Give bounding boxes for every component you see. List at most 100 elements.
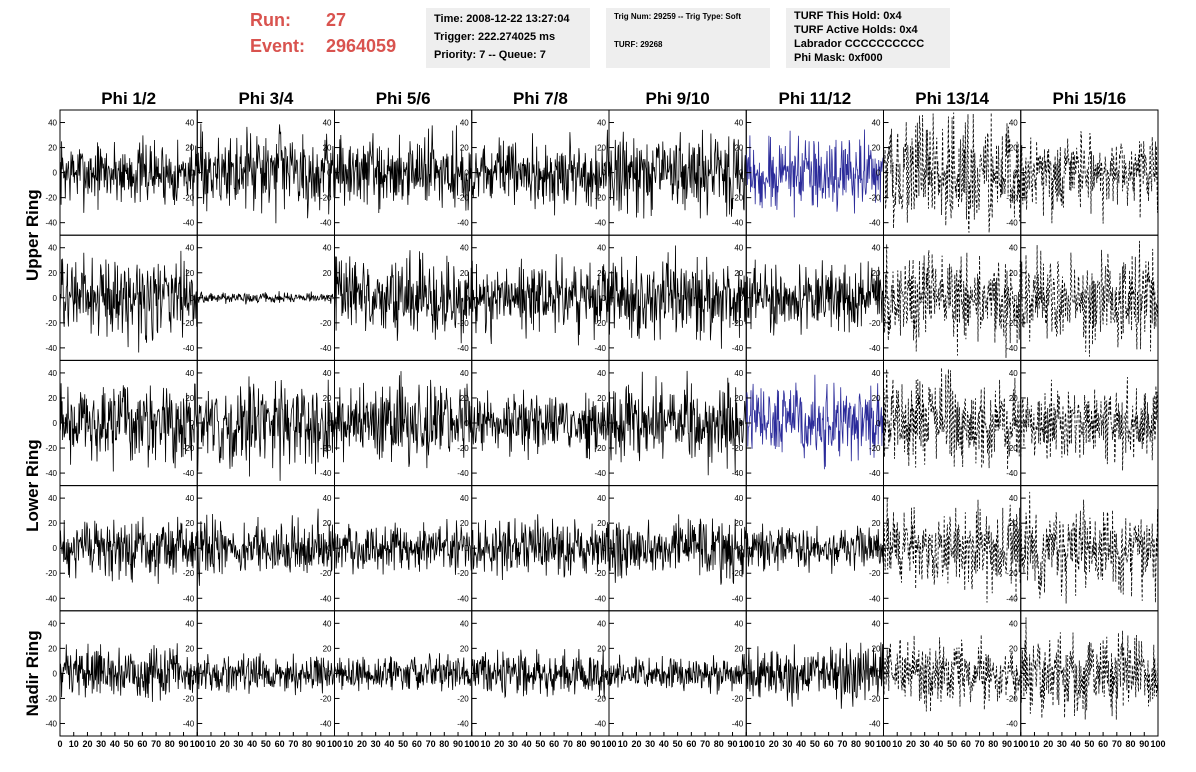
y-tick-label: 0: [190, 544, 195, 553]
x-tick-label: 10: [69, 739, 79, 749]
event-value: 2964059: [326, 36, 397, 56]
y-tick-label: -20: [1006, 319, 1018, 328]
x-tick-label: 60: [1098, 739, 1108, 749]
y-tick-label: 0: [464, 544, 469, 553]
x-tick-label: 0: [881, 739, 886, 749]
y-tick-label: -40: [869, 344, 881, 353]
x-tick-label: 50: [1084, 739, 1094, 749]
waveform-line: [608, 514, 747, 585]
x-tick-label: 50: [124, 739, 134, 749]
y-tick-label: 20: [597, 644, 606, 653]
y-tick-label: 0: [53, 294, 58, 303]
column-title: Phi 15/16: [1053, 89, 1127, 108]
event-label: Event:: [250, 36, 306, 56]
x-tick-label: 20: [220, 739, 230, 749]
trig-num-text: Trig Num: 29259 -- Trig Type: Soft: [614, 12, 741, 21]
y-tick-label: 20: [460, 144, 469, 153]
y-tick-label: 20: [460, 394, 469, 403]
y-tick-label: 20: [734, 394, 743, 403]
y-tick-label: 20: [734, 519, 743, 528]
y-tick-label: -40: [594, 594, 606, 603]
x-tick-label: 100: [876, 739, 891, 749]
y-tick-label: -40: [183, 719, 195, 728]
x-tick-label: 20: [82, 739, 92, 749]
trigger-text: Trigger: 222.274025 ms: [434, 31, 556, 43]
waveform-line: [196, 508, 335, 586]
y-tick-label: 20: [323, 519, 332, 528]
y-tick-label: -20: [457, 444, 469, 453]
waveform-line: [59, 516, 198, 584]
y-tick-label: 0: [602, 169, 607, 178]
x-tick-label: 90: [1002, 739, 1012, 749]
x-tick-label: 30: [371, 739, 381, 749]
y-tick-label: -20: [732, 569, 744, 578]
x-tick-label: 30: [233, 739, 243, 749]
x-tick-label: 40: [1071, 739, 1081, 749]
y-tick-label: 0: [327, 419, 332, 428]
y-tick-label: 40: [460, 119, 469, 128]
y-tick-label: 40: [323, 244, 332, 253]
y-tick-label: 0: [739, 544, 744, 553]
x-tick-label: 100: [601, 739, 616, 749]
y-tick-label: -40: [45, 469, 57, 478]
waveform-line: [196, 123, 335, 224]
y-tick-label: 0: [53, 544, 58, 553]
x-tick-label: 80: [1126, 739, 1136, 749]
x-tick-label: 70: [837, 739, 847, 749]
column-title: Phi 3/4: [238, 89, 293, 108]
y-tick-label: 40: [460, 244, 469, 253]
column-title: Phi 7/8: [513, 89, 568, 108]
x-tick-label: 40: [384, 739, 394, 749]
x-tick-label: 0: [332, 739, 337, 749]
run-value: 27: [326, 10, 347, 30]
y-tick-label: -40: [732, 594, 744, 603]
x-tick-label: 0: [469, 739, 474, 749]
y-tick-label: 40: [597, 619, 606, 628]
y-tick-label: -40: [457, 469, 469, 478]
y-tick-label: -40: [45, 594, 57, 603]
waveform-line: [745, 523, 884, 574]
y-tick-label: 40: [872, 619, 881, 628]
y-tick-label: 40: [185, 494, 194, 503]
y-tick-label: -20: [45, 319, 57, 328]
y-tick-label: -20: [594, 569, 606, 578]
y-tick-label: -20: [732, 194, 744, 203]
y-tick-label: 20: [1009, 269, 1018, 278]
column-title: Phi 5/6: [376, 89, 431, 108]
y-tick-label: 0: [739, 669, 744, 678]
x-tick-label: 70: [563, 739, 573, 749]
y-tick-label: 40: [48, 494, 57, 503]
x-tick-label: 40: [247, 739, 257, 749]
waveform-line: [608, 129, 747, 219]
waveform-line: [471, 129, 610, 216]
x-tick-label: 30: [920, 739, 930, 749]
y-tick-label: -40: [869, 469, 881, 478]
x-tick-label: 90: [453, 739, 463, 749]
y-tick-label: -40: [594, 219, 606, 228]
x-tick-label: 0: [195, 739, 200, 749]
x-tick-label: 60: [275, 739, 285, 749]
y-tick-label: 40: [597, 494, 606, 503]
x-tick-label: 70: [288, 739, 298, 749]
y-tick-label: -40: [183, 594, 195, 603]
y-tick-label: 20: [734, 144, 743, 153]
y-tick-label: -20: [869, 444, 881, 453]
y-tick-label: 20: [872, 144, 881, 153]
y-tick-label: -20: [457, 569, 469, 578]
y-tick-label: 20: [185, 144, 194, 153]
y-tick-label: -40: [45, 219, 57, 228]
x-tick-label: 10: [480, 739, 490, 749]
waveform-line: [334, 250, 473, 344]
y-tick-label: 20: [872, 394, 881, 403]
waveform-line: [59, 643, 198, 702]
y-tick-label: 0: [1013, 169, 1018, 178]
run-event-box: Run: 27 Event: 2964059: [250, 8, 420, 64]
y-tick-label: 0: [190, 169, 195, 178]
y-tick-label: -20: [1006, 694, 1018, 703]
y-tick-label: 0: [876, 294, 881, 303]
y-tick-label: 20: [460, 269, 469, 278]
y-tick-label: 0: [327, 544, 332, 553]
x-tick-label: 30: [1057, 739, 1067, 749]
x-tick-label: 10: [755, 739, 765, 749]
column-title: Phi 11/12: [778, 89, 851, 108]
